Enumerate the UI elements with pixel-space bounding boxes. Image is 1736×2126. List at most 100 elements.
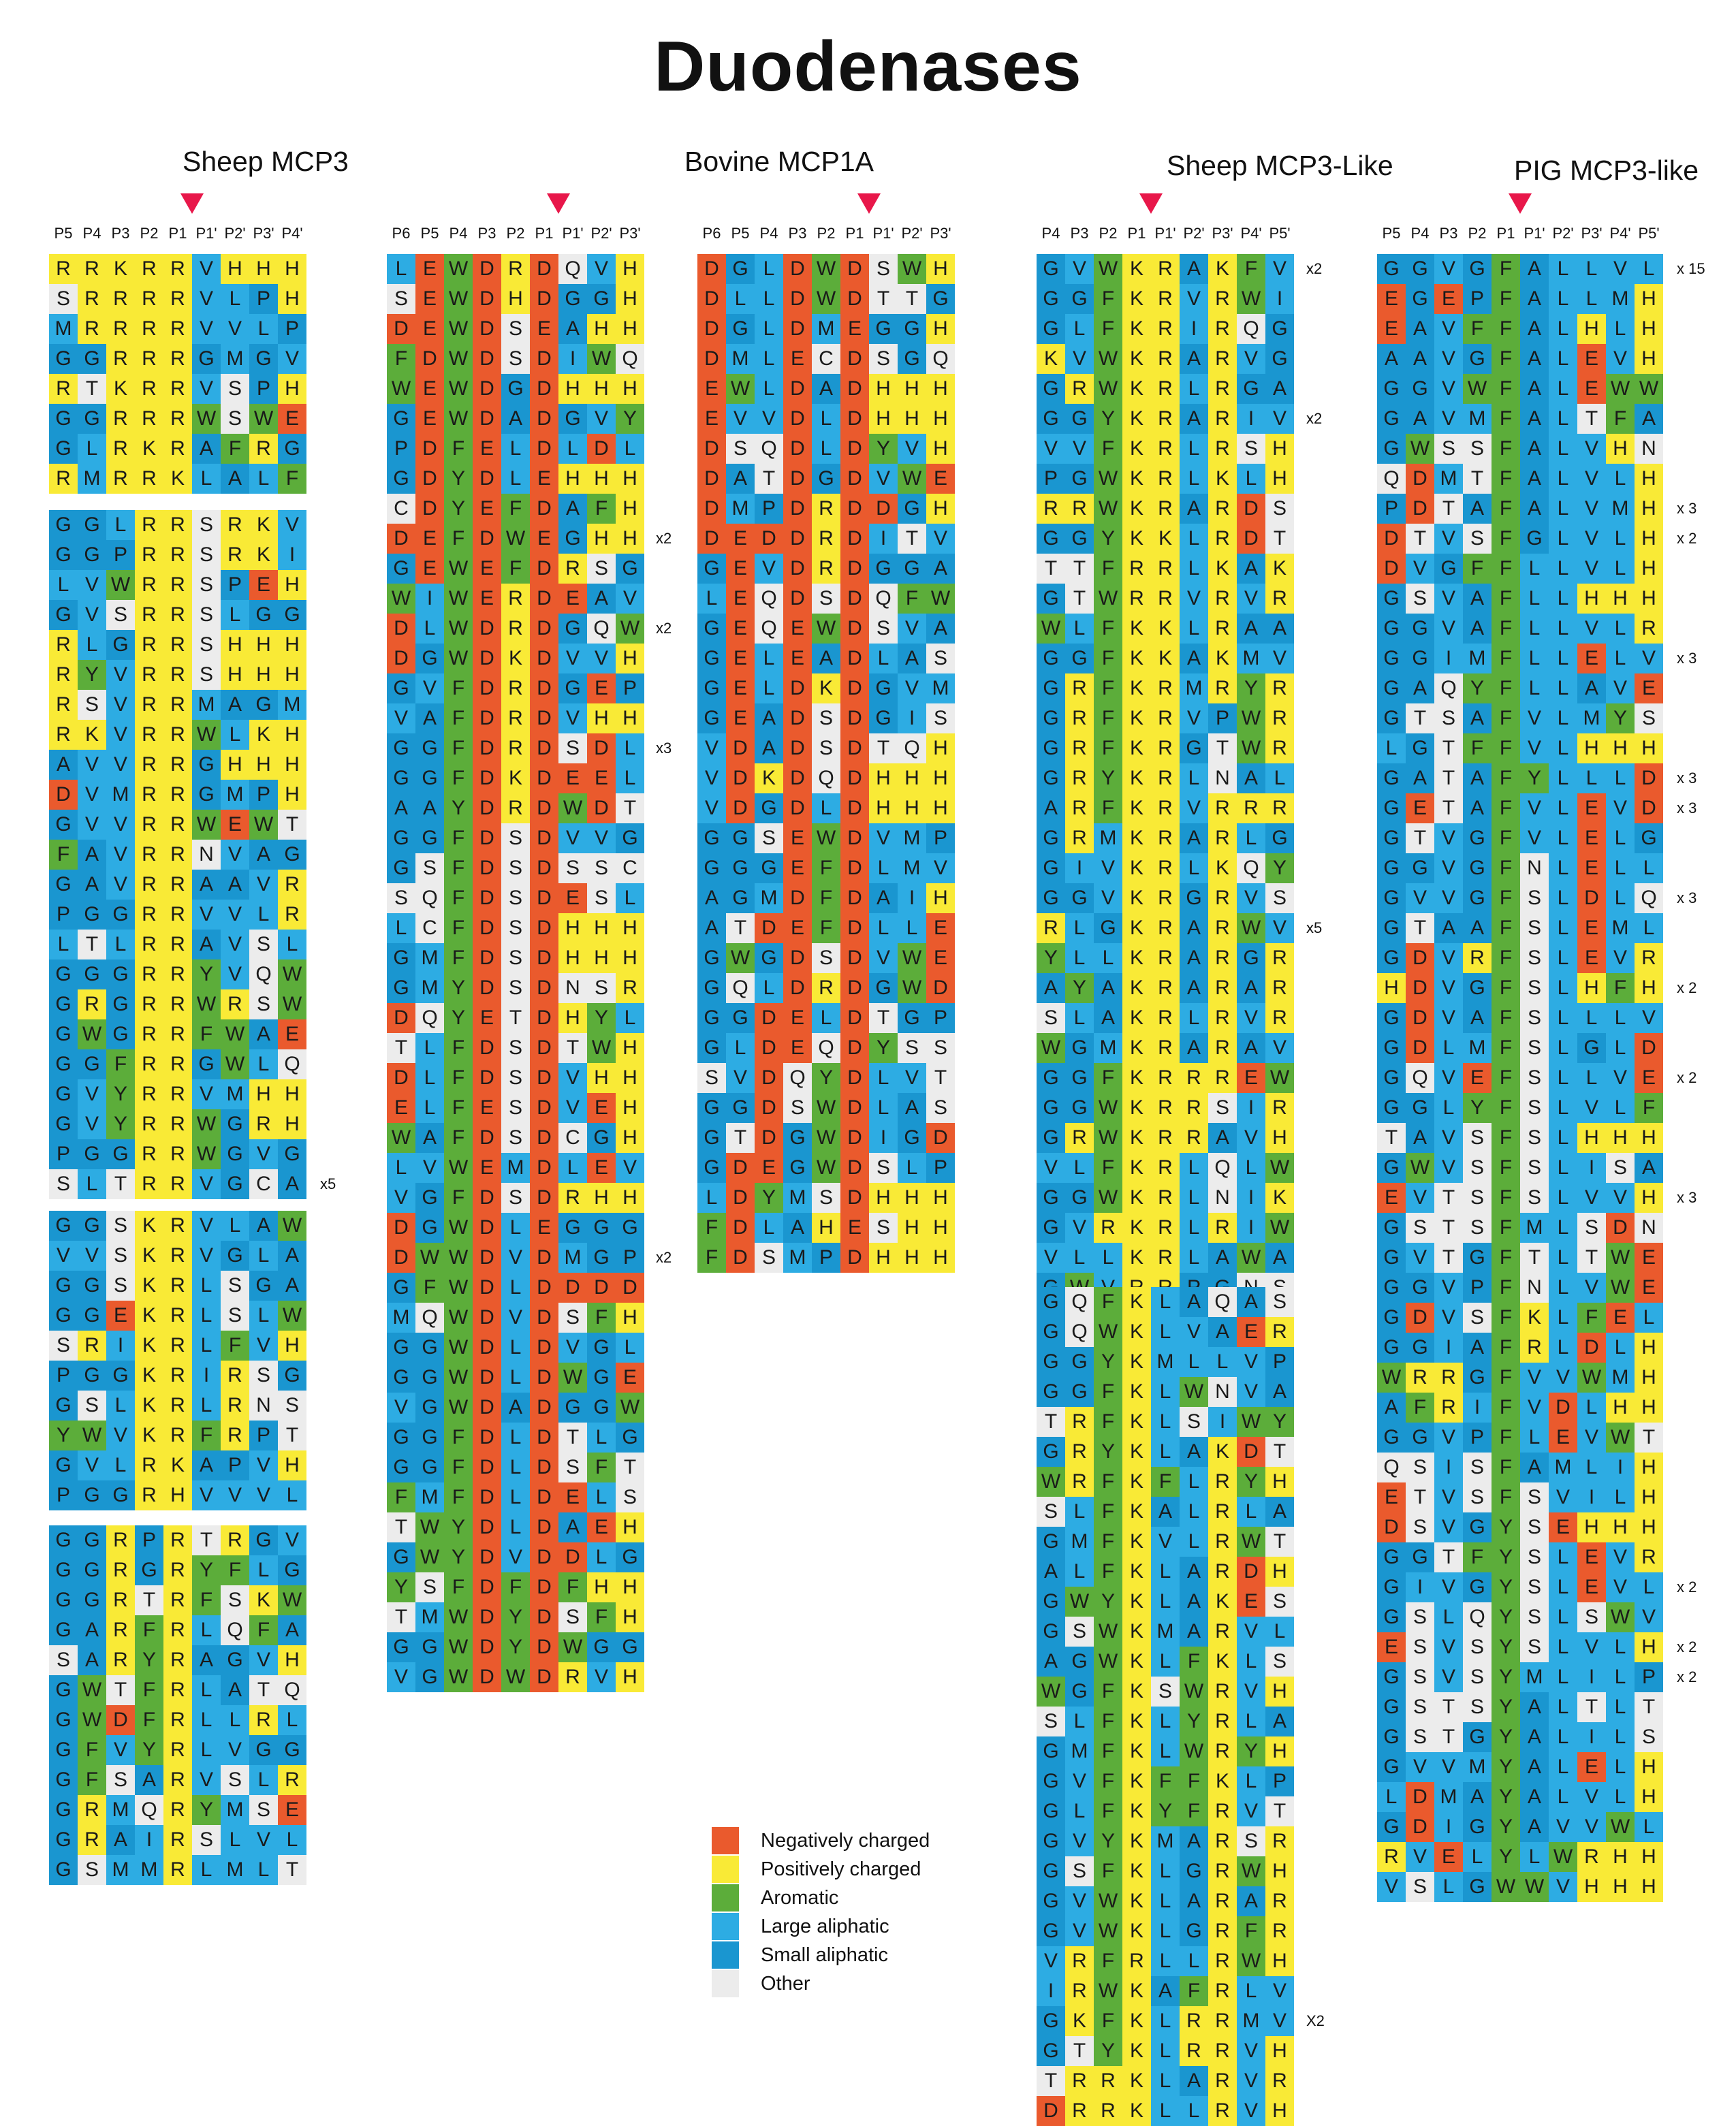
residue-cell: V xyxy=(106,750,135,780)
residue-cell: L xyxy=(501,1453,530,1482)
residue-cell: A xyxy=(415,1123,444,1153)
residue-cell: L xyxy=(1180,1183,1208,1213)
residue-cell: M xyxy=(221,1795,249,1825)
residue-cell: G xyxy=(1037,1916,1065,1946)
residue-cell: A xyxy=(1520,284,1549,314)
residue-cell: L xyxy=(221,1705,249,1735)
residue-cell: R xyxy=(1180,1063,1208,1093)
position-label: P2' xyxy=(1552,225,1574,242)
residue-cell: D xyxy=(106,1705,135,1735)
residue-cell: K xyxy=(501,763,530,793)
residue-cell: G xyxy=(1406,1333,1434,1363)
residue-cell: L xyxy=(1151,1916,1180,1946)
residue-cell: R xyxy=(501,733,530,763)
residue-cell: K xyxy=(1122,793,1151,823)
residue-cell: R xyxy=(1208,374,1237,404)
residue-cell: E xyxy=(783,823,812,853)
residue-cell: D xyxy=(783,494,812,524)
residue-cell: D xyxy=(1237,524,1265,554)
residue-cell: A xyxy=(1208,1317,1237,1347)
residue-cell: D xyxy=(530,1602,558,1632)
residue-cell: A xyxy=(587,584,616,614)
residue-cell: R xyxy=(163,1139,192,1169)
residue-cell: R xyxy=(1151,584,1180,614)
residue-cell: G xyxy=(49,959,78,989)
repeat-count-label: x5 xyxy=(1306,919,1323,936)
residue-cell: G xyxy=(587,1333,616,1363)
residue-cell: M xyxy=(1606,494,1635,524)
residue-cell: H xyxy=(587,943,616,973)
residue-cell: S xyxy=(1406,1692,1434,1722)
residue-cell: G xyxy=(49,1855,78,1885)
residue-cell: K xyxy=(1122,314,1151,344)
residue-cell: R xyxy=(1151,793,1180,823)
residue-cell: D xyxy=(530,1093,558,1123)
position-label: P1 xyxy=(168,225,187,242)
residue-cell: A xyxy=(1406,1123,1434,1153)
residue-cell: I xyxy=(1237,1093,1265,1123)
residue-cell: A xyxy=(1265,1243,1294,1273)
residue-cell: Y xyxy=(1237,1467,1265,1497)
repeat-count-label: x 2 xyxy=(1677,1668,1697,1685)
residue-cell: A xyxy=(1237,973,1265,1003)
residue-cell: L xyxy=(278,1480,306,1510)
residue-cell: L xyxy=(1151,1287,1180,1317)
residue-cell: G xyxy=(1377,1153,1406,1183)
residue-cell: L xyxy=(1377,733,1406,763)
residue-cell: R xyxy=(135,900,163,930)
residue-cell: H xyxy=(1606,733,1635,763)
residue-cell: Y xyxy=(444,494,473,524)
residue-cell: K xyxy=(1122,883,1151,913)
residue-cell: A xyxy=(1037,1647,1065,1677)
residue-cell: D xyxy=(1406,1812,1434,1842)
residue-cell: H xyxy=(1577,733,1606,763)
residue-cell: D xyxy=(1237,494,1265,524)
residue-cell: A xyxy=(1180,2066,1208,2096)
residue-cell: L xyxy=(1180,1946,1208,1976)
residue-cell: W xyxy=(278,989,306,1019)
residue-cell: G xyxy=(387,404,415,434)
residue-cell: W xyxy=(78,1019,106,1049)
residue-cell: R xyxy=(221,1525,249,1555)
residue-cell: A xyxy=(192,1450,221,1480)
residue-cell: V xyxy=(1237,1617,1265,1647)
residue-cell: F xyxy=(444,434,473,464)
residue-cell: S xyxy=(192,1825,221,1855)
residue-cell: W xyxy=(249,404,278,434)
residue-cell: K xyxy=(106,254,135,284)
residue-cell: S xyxy=(1520,1572,1549,1602)
residue-cell: D xyxy=(840,673,869,703)
residue-cell: A xyxy=(1463,614,1492,644)
residue-cell: L xyxy=(1635,1572,1663,1602)
residue-cell: G xyxy=(221,1139,249,1169)
residue-cell: R xyxy=(163,1615,192,1645)
residue-cell: H xyxy=(616,284,644,314)
position-header: P6 P5 P4 P3 P2 P1 P1' P2' P3' xyxy=(697,223,955,244)
residue-cell: W xyxy=(726,943,755,973)
residue-cell: D xyxy=(783,584,812,614)
repeat-count-label: x 3 xyxy=(1677,650,1697,667)
residue-cell: H xyxy=(616,374,644,404)
residue-cell: P xyxy=(249,1421,278,1450)
residue-cell: T xyxy=(1520,1243,1549,1273)
residue-cell: I xyxy=(1577,1722,1606,1752)
residue-cell: V xyxy=(1606,673,1635,703)
residue-cell: W xyxy=(278,1585,306,1615)
residue-cell: R xyxy=(1151,1153,1180,1183)
residue-cell: H xyxy=(869,1243,898,1273)
residue-cell: L xyxy=(558,434,587,464)
residue-cell: H xyxy=(926,793,955,823)
residue-cell: H xyxy=(926,254,955,284)
residue-cell: H xyxy=(616,644,644,673)
residue-cell: V xyxy=(278,510,306,540)
residue-cell: W xyxy=(1065,1587,1094,1617)
residue-cell: L xyxy=(1549,524,1577,554)
residue-cell: E xyxy=(415,374,444,404)
residue-cell: E xyxy=(726,524,755,554)
residue-cell: E xyxy=(587,763,616,793)
residue-cell: A xyxy=(1237,763,1265,793)
residue-cell: V xyxy=(1180,584,1208,614)
